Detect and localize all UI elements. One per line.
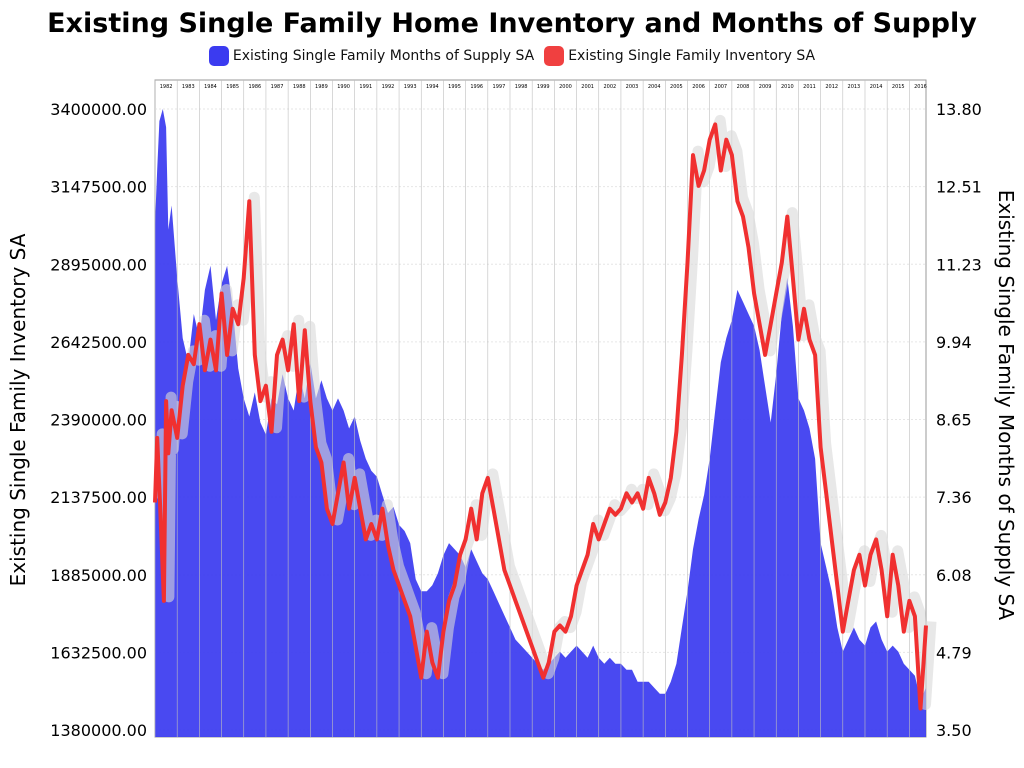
y-right-tick-label: 4.79 <box>936 643 972 662</box>
year-label: 2015 <box>892 84 905 90</box>
year-label: 2009 <box>759 84 772 90</box>
year-label: 1999 <box>537 84 550 90</box>
y-right-tick-label: 8.65 <box>936 411 972 430</box>
year-label: 2008 <box>737 84 750 90</box>
chart-title: Existing Single Family Home Inventory an… <box>47 8 977 39</box>
year-label: 1989 <box>315 84 328 90</box>
year-label: 1992 <box>382 84 395 90</box>
y-left-tick-label: 2895000.00 <box>50 255 147 274</box>
year-label: 2014 <box>870 84 883 90</box>
y-right-tick-label: 11.23 <box>936 255 982 274</box>
year-label: 1986 <box>248 84 261 90</box>
year-label: 2016 <box>914 84 927 90</box>
y-right-tick-label: 9.94 <box>936 333 972 352</box>
year-label: 1998 <box>515 84 528 90</box>
year-label: 2007 <box>714 84 727 90</box>
year-label: 1988 <box>293 84 306 90</box>
year-label: 1990 <box>337 84 350 90</box>
year-label: 2010 <box>781 84 794 90</box>
year-label: 2004 <box>648 84 661 90</box>
y-left-tick-label: 2390000.00 <box>50 411 147 430</box>
year-label: 2000 <box>559 84 572 90</box>
year-label: 1983 <box>182 84 195 90</box>
y-right-axis-title: Existing Single Family Months of Supply … <box>994 190 1018 621</box>
legend: Existing Single Family Months of Supply … <box>0 46 1024 66</box>
year-label: 1994 <box>426 84 439 90</box>
y-left-tick-label: 1380000.00 <box>50 721 147 740</box>
year-label: 1996 <box>470 84 483 90</box>
year-label: 1993 <box>404 84 417 90</box>
year-label: 1982 <box>160 84 173 90</box>
year-label: 2005 <box>670 84 683 90</box>
year-label: 1985 <box>226 84 239 90</box>
legend-item-months-of-supply[interactable]: Existing Single Family Months of Supply … <box>208 46 535 66</box>
y-right-tick-label: 7.36 <box>936 488 972 507</box>
legend-label-inventory: Existing Single Family Inventory SA <box>568 48 816 64</box>
legend-item-inventory[interactable]: Existing Single Family Inventory SA <box>544 46 815 66</box>
legend-swatch-blue <box>208 46 229 66</box>
y-right-tick-label: 6.08 <box>936 566 972 585</box>
year-label: 1997 <box>493 84 506 90</box>
y-right-tick-label: 3.50 <box>936 721 972 740</box>
series-line-inventory <box>153 122 928 711</box>
y-left-tick-label: 3400000.00 <box>50 100 147 119</box>
year-label: 1995 <box>448 84 461 90</box>
year-label: 2012 <box>825 84 838 90</box>
series-area-months-of-supply <box>155 109 926 737</box>
year-label: 2001 <box>581 84 594 90</box>
year-label: 2002 <box>603 84 616 90</box>
legend-swatch-red <box>544 46 565 66</box>
year-label: 1991 <box>359 84 372 90</box>
year-label: 1987 <box>271 84 284 90</box>
year-label: 2011 <box>803 84 816 90</box>
year-label: 2006 <box>692 84 705 90</box>
y-left-tick-label: 1632500.00 <box>50 643 147 662</box>
y-left-tick-label: 2642500.00 <box>50 333 147 352</box>
y-right-tick-label: 12.51 <box>936 178 982 197</box>
y-left-axis-title: Existing Single Family Inventory SA <box>6 233 30 586</box>
y-left-tick-label: 3147500.00 <box>50 178 147 197</box>
legend-label-months-of-supply: Existing Single Family Months of Supply … <box>232 48 535 64</box>
year-label: 1984 <box>204 84 217 90</box>
y-left-tick-label: 1885000.00 <box>50 566 147 585</box>
year-label: 2003 <box>626 84 639 90</box>
year-label: 2013 <box>848 84 861 90</box>
y-right-tick-label: 13.80 <box>936 100 982 119</box>
y-left-tick-label: 2137500.00 <box>50 488 147 507</box>
